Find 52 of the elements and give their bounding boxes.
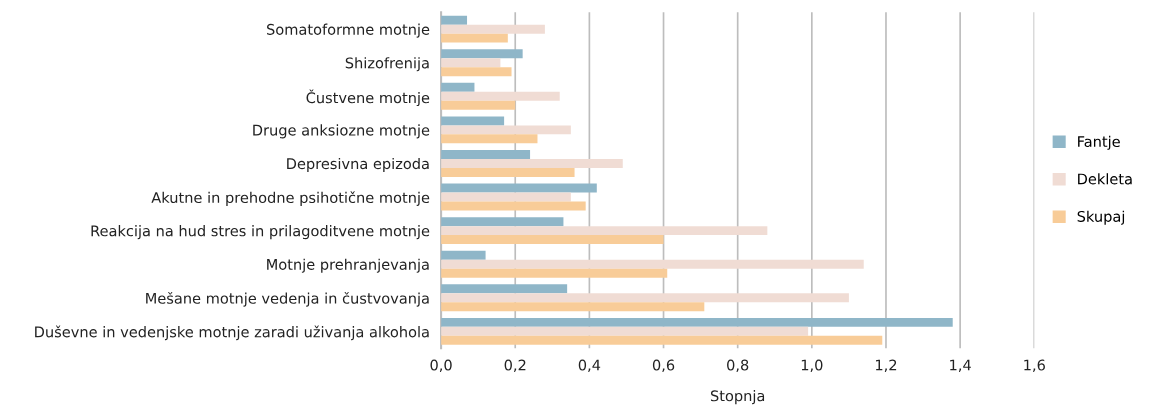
x-tick-label: 1,2 <box>875 359 897 373</box>
y-tick-label: Motnje prehranjevanja <box>267 258 429 273</box>
bar <box>441 284 568 294</box>
bar <box>441 302 705 312</box>
bar <box>441 116 505 126</box>
legend-label: Fantje <box>1078 135 1120 150</box>
bar <box>441 134 538 144</box>
y-tick-label: Druge anksiozne motnje <box>253 124 430 139</box>
y-tick-label: Depresivna epizoda <box>287 157 429 173</box>
bar <box>441 235 664 245</box>
y-tick-label: Mešane motnje vedenja in čustvovanja <box>146 291 429 307</box>
bar <box>441 15 468 25</box>
bar <box>441 250 486 260</box>
x-tick-label: 0,8 <box>727 359 749 373</box>
x-tick-label: 1,6 <box>1024 359 1045 373</box>
bar <box>441 158 623 168</box>
bar <box>441 317 953 327</box>
x-axis-title: Stopnja <box>710 390 765 405</box>
x-tick-label: 0,6 <box>652 359 675 373</box>
x-tick-label: 0,0 <box>430 359 452 373</box>
y-tick-label: Čustvene motnje <box>306 89 430 107</box>
legend-label: Skupaj <box>1077 210 1125 225</box>
bar <box>441 91 560 101</box>
legend-label: Dekleta <box>1078 173 1132 185</box>
y-tick-label: Somatoformne motnje <box>267 23 430 38</box>
y-tick-label: Duševne in vedenjske motnje zaradi uživanja alkohola <box>35 325 429 341</box>
bar <box>441 67 512 77</box>
bar <box>441 125 571 135</box>
x-tick-label: 0,2 <box>504 359 526 373</box>
x-tick-label: 0,4 <box>578 359 601 373</box>
bar <box>441 24 545 34</box>
bar <box>441 49 523 59</box>
y-tick-label: Reakcija na hud stres in prilagoditvene motnje <box>91 225 430 240</box>
bar <box>441 217 564 227</box>
bar <box>441 167 575 177</box>
bar <box>441 82 475 92</box>
y-tick-label: Akutne in prehodne psihotične motnje <box>151 191 430 206</box>
bar <box>441 335 883 345</box>
bar <box>441 326 809 336</box>
y-tick-label: Shizofrenija <box>345 57 429 72</box>
bar <box>441 33 508 43</box>
bar <box>441 100 516 110</box>
bar <box>441 183 597 193</box>
bar <box>441 58 501 68</box>
bar <box>441 150 531 159</box>
x-tick-label: 1,4 <box>950 359 971 373</box>
bar <box>441 293 849 303</box>
bar <box>441 192 571 202</box>
bar <box>441 226 768 236</box>
x-tick-label: 1,0 <box>801 359 823 373</box>
bar <box>441 259 864 269</box>
bar <box>441 268 668 278</box>
